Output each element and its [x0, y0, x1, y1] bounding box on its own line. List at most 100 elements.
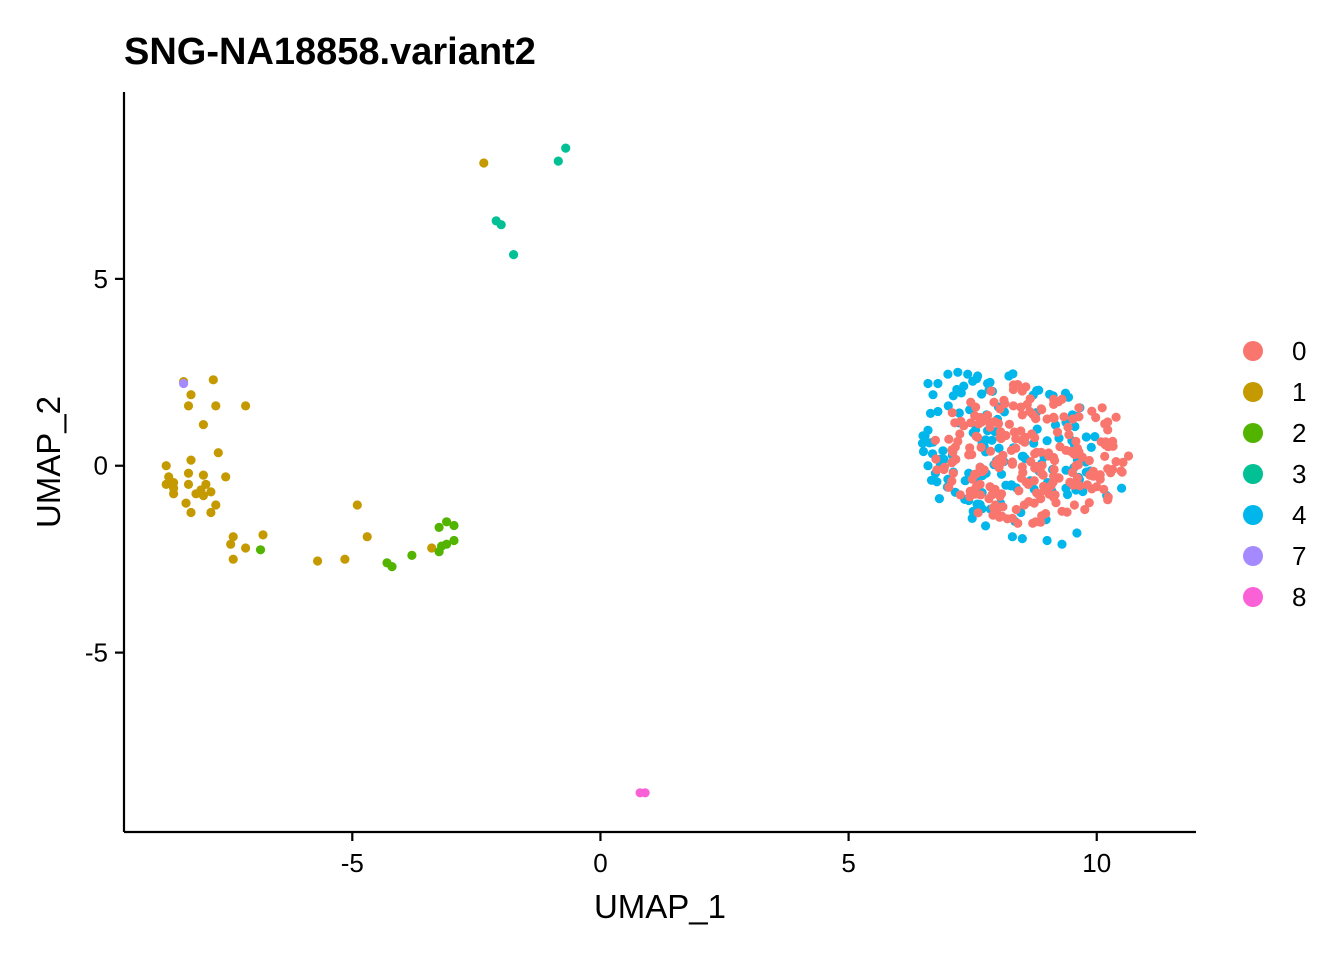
points-layer	[161, 143, 1134, 798]
data-point-cluster-0	[931, 454, 941, 464]
data-point-cluster-0	[970, 411, 980, 421]
data-point-cluster-0	[955, 490, 965, 500]
data-point-cluster-4	[987, 435, 997, 445]
data-point-cluster-0	[947, 408, 957, 418]
data-point-cluster-0	[1004, 419, 1015, 429]
data-point-cluster-0	[1002, 514, 1013, 524]
data-point-cluster-1	[211, 401, 221, 411]
data-point-cluster-4	[1117, 483, 1127, 493]
data-point-cluster-0	[1039, 481, 1049, 491]
data-point-cluster-0	[995, 432, 1005, 442]
data-point-cluster-0	[1099, 484, 1109, 494]
data-point-cluster-0	[1068, 414, 1078, 424]
data-point-cluster-4	[943, 401, 953, 411]
data-point-cluster-0	[1075, 481, 1085, 491]
data-point-cluster-4	[1062, 489, 1073, 500]
data-point-cluster-1	[198, 491, 208, 501]
data-point-cluster-0	[993, 418, 1004, 429]
data-point-cluster-0	[1064, 430, 1074, 440]
data-point-cluster-0	[1011, 504, 1021, 515]
data-point-cluster-1	[161, 461, 171, 471]
data-point-cluster-0	[930, 435, 941, 445]
data-point-cluster-1	[208, 375, 218, 385]
data-point-cluster-4	[920, 431, 930, 441]
x-tick-label: 0	[593, 848, 607, 878]
data-point-cluster-0	[1074, 447, 1084, 457]
data-point-cluster-4	[928, 390, 938, 400]
data-point-cluster-1	[362, 532, 372, 542]
chart-title: SNG-NA18858.variant2	[124, 31, 536, 73]
data-point-cluster-0	[1046, 481, 1056, 491]
data-point-cluster-3	[496, 220, 506, 230]
data-point-cluster-4	[917, 438, 928, 448]
data-point-cluster-4	[1081, 432, 1091, 442]
data-point-cluster-1	[183, 468, 194, 478]
y-axis-title: UMAP_2	[30, 396, 67, 528]
data-point-cluster-0	[983, 410, 993, 420]
data-point-cluster-0	[1017, 435, 1027, 445]
legend-key-0	[1243, 341, 1263, 361]
data-point-cluster-4	[968, 376, 978, 386]
data-point-cluster-4	[977, 389, 987, 399]
data-point-cluster-0	[1088, 471, 1098, 481]
data-point-cluster-0	[976, 442, 986, 452]
data-point-cluster-0	[1036, 404, 1046, 414]
legend-key-1	[1243, 382, 1263, 402]
data-point-cluster-0	[1071, 436, 1081, 446]
data-point-cluster-4	[994, 443, 1004, 453]
data-point-cluster-0	[1044, 448, 1054, 458]
data-point-cluster-0	[1072, 473, 1082, 483]
data-point-cluster-2	[387, 562, 397, 572]
data-point-cluster-0	[1007, 459, 1018, 469]
data-point-cluster-2	[449, 535, 459, 546]
data-point-cluster-0	[951, 454, 961, 464]
data-point-cluster-1	[228, 532, 238, 542]
data-point-cluster-4	[923, 378, 933, 389]
data-point-cluster-0	[1059, 412, 1069, 422]
data-point-cluster-1	[186, 455, 196, 465]
data-point-cluster-0	[1017, 410, 1027, 420]
data-point-cluster-4	[954, 408, 964, 418]
data-point-cluster-4	[934, 494, 945, 504]
data-point-cluster-8	[640, 788, 650, 798]
data-point-cluster-4	[1032, 386, 1042, 396]
data-point-cluster-0	[1065, 477, 1075, 487]
data-point-cluster-0	[1052, 427, 1063, 437]
data-point-cluster-2	[442, 539, 452, 549]
data-point-cluster-1	[169, 489, 179, 499]
data-point-cluster-0	[988, 510, 998, 520]
data-point-cluster-4	[1007, 532, 1018, 542]
data-point-cluster-4	[933, 378, 943, 389]
data-point-cluster-4	[959, 381, 969, 391]
data-point-cluster-3	[508, 250, 519, 260]
data-point-cluster-1	[186, 390, 196, 400]
data-point-cluster-0	[1031, 517, 1041, 527]
data-point-cluster-0	[1111, 457, 1121, 467]
x-tick-label: 10	[1082, 848, 1111, 878]
data-point-cluster-4	[938, 446, 948, 456]
data-point-cluster-0	[1017, 462, 1027, 472]
data-point-cluster-0	[1069, 500, 1079, 510]
x-tick-label: -5	[341, 848, 364, 878]
data-point-cluster-0	[966, 418, 976, 428]
data-point-cluster-4	[1070, 421, 1080, 432]
data-point-cluster-0	[1050, 490, 1060, 500]
data-point-cluster-0	[939, 462, 950, 472]
data-point-cluster-4	[1008, 369, 1018, 379]
data-point-cluster-1	[213, 448, 223, 458]
data-point-cluster-0	[1071, 461, 1081, 471]
data-point-cluster-0	[1013, 380, 1023, 390]
data-point-cluster-4	[939, 454, 949, 464]
data-point-cluster-0	[989, 397, 999, 407]
data-point-cluster-4	[1072, 528, 1082, 538]
data-point-cluster-0	[1116, 466, 1126, 476]
data-point-cluster-0	[1103, 417, 1113, 427]
data-point-cluster-0	[1061, 445, 1071, 455]
data-point-cluster-1	[198, 470, 208, 480]
data-point-cluster-0	[1023, 479, 1033, 489]
data-point-cluster-1	[183, 479, 194, 489]
data-point-cluster-0	[1049, 394, 1059, 404]
legend-label-2: 2	[1292, 418, 1306, 448]
y-tick-label: 0	[94, 451, 108, 481]
legend-key-3	[1243, 464, 1263, 484]
